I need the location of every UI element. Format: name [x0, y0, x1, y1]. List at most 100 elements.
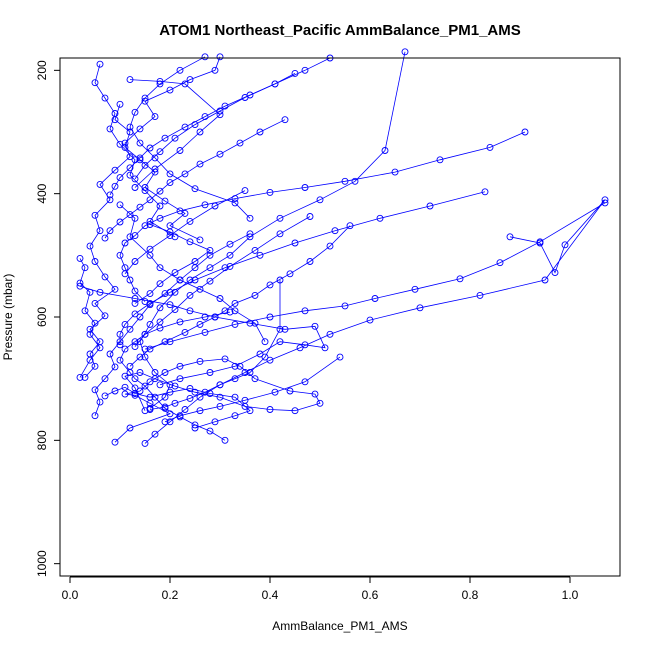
data-point — [226, 251, 234, 259]
data-point — [141, 353, 149, 361]
data-point — [141, 94, 149, 102]
data-point — [536, 238, 544, 246]
data-point — [126, 325, 134, 333]
data-point — [306, 213, 314, 220]
data-point — [91, 79, 99, 87]
data-point — [311, 390, 319, 398]
series-line — [104, 386, 251, 429]
data-point — [391, 168, 399, 176]
data-point — [191, 276, 199, 284]
data-point — [161, 197, 169, 205]
data-point — [336, 353, 344, 361]
data-point — [121, 372, 129, 380]
y-axis-label: Pressure (mbar) — [1, 274, 15, 361]
data-point — [181, 406, 189, 413]
data-point — [121, 383, 129, 391]
data-point — [201, 201, 209, 209]
data-point — [91, 299, 99, 307]
data-point — [131, 108, 139, 116]
data-point — [116, 140, 124, 148]
data-point — [276, 338, 284, 346]
data-point — [476, 291, 484, 299]
data-point — [116, 356, 124, 364]
data-point — [136, 313, 144, 321]
data-point — [121, 345, 129, 353]
data-point — [111, 438, 119, 446]
data-point — [411, 285, 419, 293]
series-line — [114, 358, 321, 443]
x-axis: 0.0 0.2 0.4 0.6 0.8 1.0 — [62, 576, 579, 602]
series-line — [79, 258, 101, 378]
data-point — [156, 187, 164, 195]
data-point — [171, 382, 179, 390]
data-point — [186, 276, 194, 284]
x-axis-label: AmmBalance_PM1_AMS — [272, 619, 407, 633]
data-point — [146, 345, 154, 353]
data-point — [116, 100, 124, 108]
y-tick-label: 400 — [35, 183, 49, 203]
data-point — [301, 341, 309, 349]
plot-area — [76, 48, 609, 447]
data-point — [151, 113, 159, 121]
data-point — [76, 254, 84, 262]
series-line — [119, 311, 231, 441]
data-point — [201, 388, 209, 396]
data-point — [131, 338, 139, 346]
data-point — [231, 362, 239, 370]
data-point — [111, 363, 119, 371]
chart-title: ATOM1 Northeast_Pacific AmmBalance_PM1_A… — [159, 22, 521, 39]
series-line — [79, 285, 326, 386]
data-point — [226, 240, 234, 248]
data-point — [166, 388, 174, 396]
data-point — [211, 418, 219, 426]
data-point — [286, 387, 294, 395]
data-point — [91, 412, 99, 420]
data-point — [211, 202, 219, 210]
data-point — [181, 170, 189, 178]
data-point — [131, 310, 139, 318]
data-point — [321, 344, 329, 352]
data-point — [331, 227, 339, 235]
data-point — [136, 338, 144, 346]
data-point — [456, 275, 464, 283]
series-6 — [116, 201, 269, 346]
data-point — [201, 328, 209, 336]
data-point — [121, 390, 129, 398]
data-point — [256, 128, 264, 136]
data-point — [116, 174, 124, 182]
data-point — [141, 184, 149, 191]
series-line — [104, 119, 286, 239]
data-point — [176, 318, 184, 326]
data-point — [156, 80, 164, 88]
data-point — [161, 369, 169, 376]
data-point — [176, 276, 184, 284]
data-point — [101, 375, 109, 383]
x-tick-label: 0.0 — [62, 588, 79, 602]
data-point — [226, 262, 234, 270]
data-point — [136, 203, 144, 211]
data-point — [401, 48, 409, 56]
data-point — [261, 338, 269, 346]
data-point — [316, 399, 324, 407]
y-tick-label: 1000 — [35, 550, 49, 577]
data-point — [146, 245, 154, 253]
data-point — [136, 369, 144, 376]
data-point — [301, 307, 309, 315]
data-point — [161, 404, 169, 412]
data-point — [381, 147, 389, 154]
data-point — [166, 179, 174, 187]
data-point — [91, 258, 99, 265]
data-point — [241, 396, 249, 404]
data-point — [366, 316, 374, 324]
data-point — [276, 230, 284, 238]
series-line — [129, 56, 251, 219]
series-line — [129, 225, 351, 367]
data-point — [186, 385, 194, 392]
data-point — [186, 76, 194, 84]
data-point — [116, 218, 124, 226]
data-point — [301, 66, 309, 74]
data-point — [216, 107, 224, 115]
data-point — [166, 418, 174, 426]
data-point — [146, 406, 154, 413]
